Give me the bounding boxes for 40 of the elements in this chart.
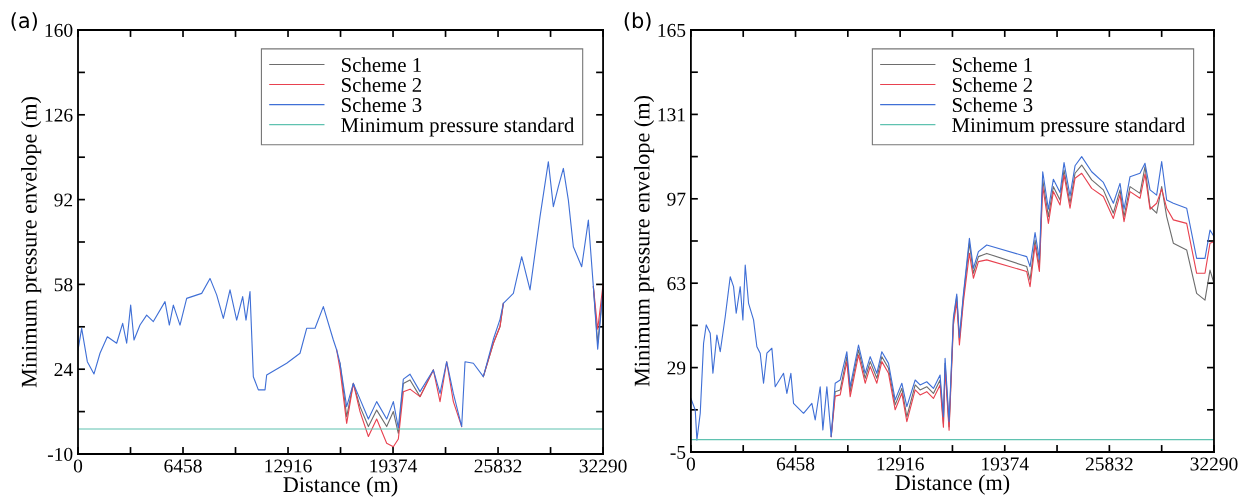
y-tick-label: 29 bbox=[667, 361, 686, 375]
x-tick-label: 19374 bbox=[370, 459, 418, 473]
legend-label: Scheme 1 bbox=[341, 57, 421, 72]
x-tick-label: 0 bbox=[686, 457, 696, 471]
x-tick-label: 32290 bbox=[1190, 457, 1238, 471]
y-tick-label: 97 bbox=[667, 192, 686, 206]
y-tick-label: 24 bbox=[54, 363, 73, 376]
x-tick-label: 25832 bbox=[474, 459, 522, 473]
legend-label: Minimum pressure standard bbox=[952, 117, 1186, 137]
y-tick-label: 92 bbox=[54, 193, 73, 207]
line-series bbox=[78, 161, 604, 429]
y-axis-title: Minimum pressure envelope (m) bbox=[21, 97, 42, 388]
x-tick-label: 12916 bbox=[877, 457, 924, 471]
chart-title: (a) bbox=[11, 12, 37, 31]
x-tick-label: 19374 bbox=[982, 457, 1029, 471]
legend-label: Scheme 3 bbox=[952, 97, 1033, 113]
x-tick-label: 6458 bbox=[164, 459, 202, 473]
line-series bbox=[690, 156, 1214, 441]
y-tick-label: 63 bbox=[667, 277, 686, 291]
x-axis-title: Distance (m) bbox=[895, 474, 1010, 495]
x-axis-title: Distance (m) bbox=[283, 476, 398, 497]
y-tick-label: 160 bbox=[45, 23, 73, 37]
legend-label: Scheme 1 bbox=[952, 57, 1032, 72]
y-tick-label: 126 bbox=[45, 108, 73, 122]
x-tick-label: 25832 bbox=[1085, 457, 1133, 471]
y-tick-label: 131 bbox=[658, 108, 685, 122]
x-tick-label: 12916 bbox=[265, 459, 312, 473]
x-tick-label: 0 bbox=[73, 459, 83, 473]
y-tick-label: 58 bbox=[54, 278, 73, 292]
x-tick-label: 32290 bbox=[579, 459, 627, 473]
y-axis-title: Minimum pressure envelope (m) bbox=[633, 96, 655, 387]
legend-label: Scheme 3 bbox=[341, 97, 422, 113]
chart-title: (b) bbox=[624, 12, 651, 31]
y-tick-label: -10 bbox=[47, 447, 73, 461]
x-tick-label: 6458 bbox=[776, 457, 815, 471]
legend-label: Minimum pressure standard bbox=[341, 117, 575, 137]
legend-label: Scheme 2 bbox=[341, 77, 422, 93]
legend-label: Scheme 2 bbox=[952, 77, 1032, 93]
y-tick-label: -5 bbox=[670, 446, 686, 459]
y-tick-label: 165 bbox=[658, 23, 686, 37]
